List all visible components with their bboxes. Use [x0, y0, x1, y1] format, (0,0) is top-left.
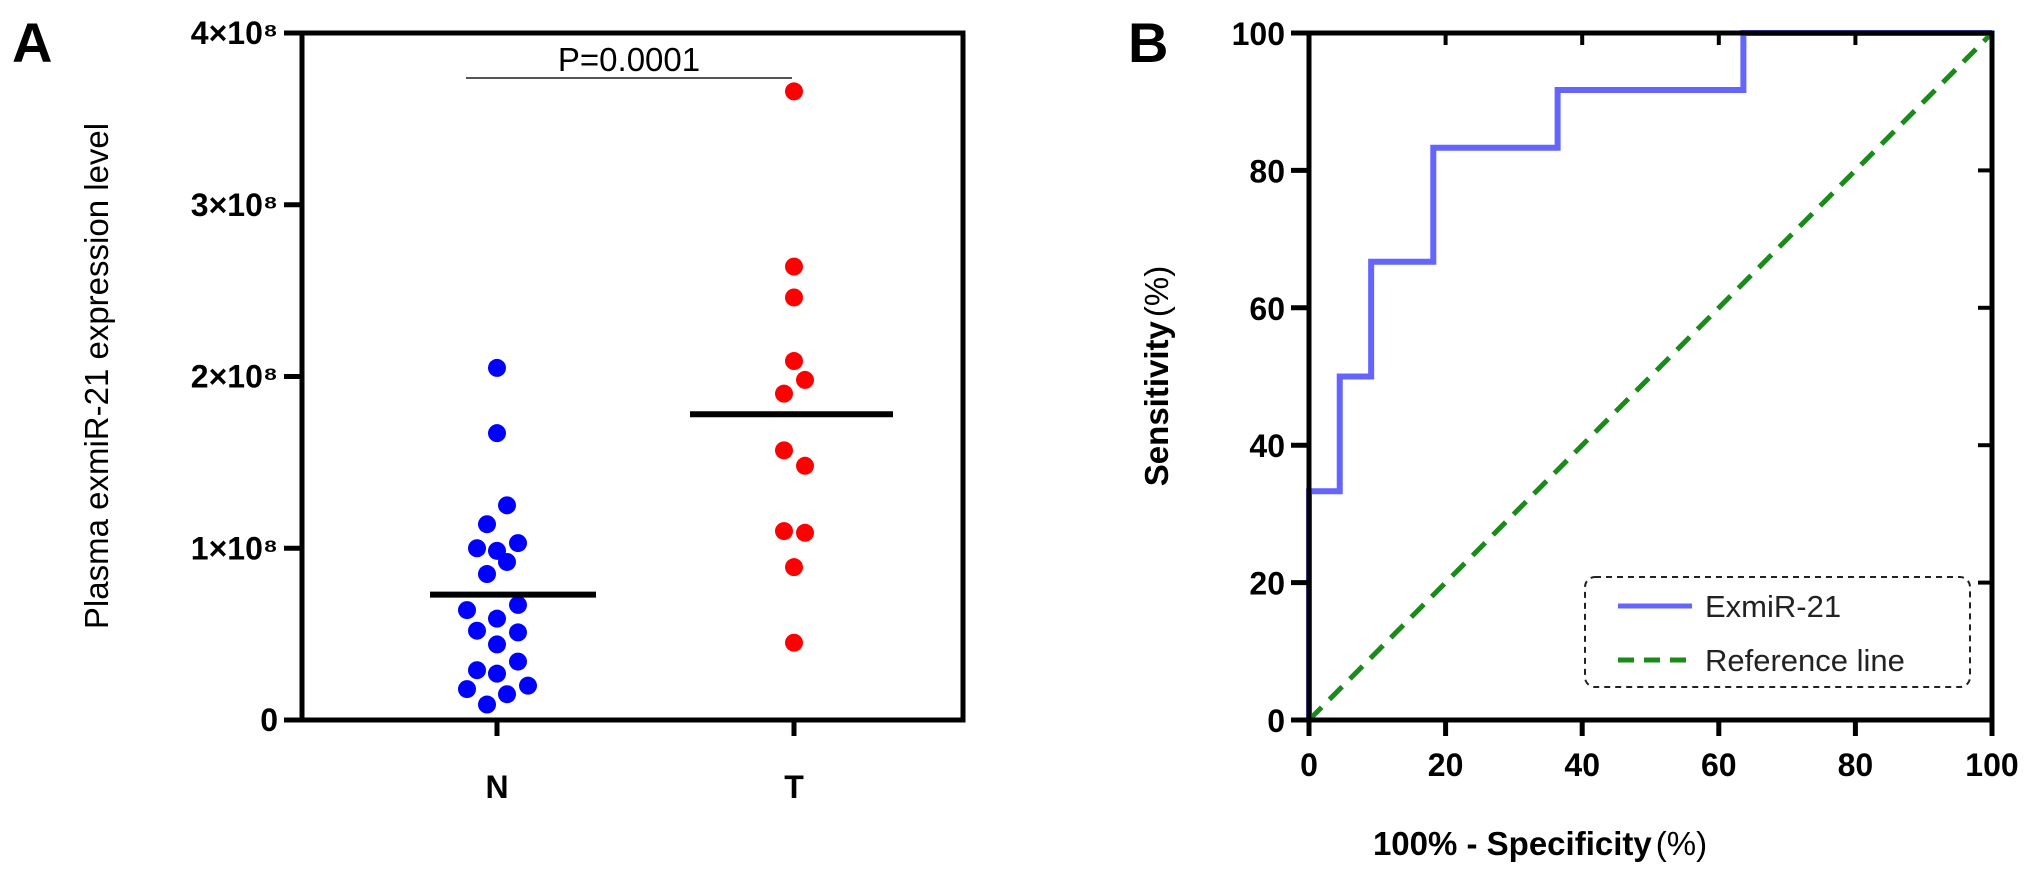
- data-point-t: [796, 523, 814, 542]
- y-tick-label: 0: [260, 702, 278, 738]
- data-point-n: [498, 496, 516, 515]
- y-tick-label: 4×10⁸: [191, 15, 278, 51]
- data-point-n: [468, 539, 486, 558]
- y-tick-label: 40: [1249, 428, 1285, 464]
- data-point-n: [458, 601, 476, 620]
- x-tick-label: 20: [1428, 747, 1464, 783]
- data-point-t: [796, 456, 814, 475]
- data-point-n: [488, 424, 506, 443]
- data-point-n: [498, 552, 516, 571]
- plot-frame: [299, 30, 966, 723]
- roc-curve: [1306, 30, 1992, 720]
- x-label-unit: (%): [1656, 825, 1707, 862]
- y-tick-label: 60: [1249, 291, 1285, 327]
- data-point-n: [498, 685, 516, 704]
- x-tick-label: 80: [1838, 747, 1874, 783]
- x-tick-label: T: [784, 769, 804, 805]
- y-tick-label: 80: [1249, 153, 1285, 189]
- y-tick-label: 3×10⁸: [191, 187, 278, 223]
- data-point-t: [785, 558, 803, 577]
- data-point-t: [785, 352, 803, 371]
- data-point-n: [509, 623, 527, 642]
- data-point-t: [775, 384, 793, 403]
- data-point-n: [509, 534, 527, 553]
- x-tick-label: 60: [1701, 747, 1737, 783]
- panel-b-x-axis-label: 100% - Specificity (%): [1373, 825, 1707, 862]
- data-point-n: [478, 565, 496, 584]
- data-point-t: [775, 441, 793, 460]
- panel-b-y-axis-label: Sensitivity(%): [1138, 266, 1175, 486]
- y-tick-label: 0: [1267, 703, 1285, 739]
- data-point-n: [488, 609, 506, 628]
- data-point-t: [785, 288, 803, 307]
- data-point-n: [488, 664, 506, 683]
- data-point-n: [488, 635, 506, 654]
- legend: ExmiR-21 Reference line: [1584, 576, 1971, 688]
- data-point-n: [509, 652, 527, 671]
- panel-label-b: B: [1128, 11, 1168, 74]
- p-value-annotation: P=0.0001: [558, 41, 700, 78]
- data-point-n: [468, 621, 486, 640]
- y-tick-label: 2×10⁸: [191, 359, 278, 395]
- data-point-n: [458, 680, 476, 699]
- data-point-t: [775, 522, 793, 541]
- data-point-n: [519, 676, 537, 695]
- y-tick-label: 20: [1249, 566, 1285, 602]
- data-point-n: [478, 515, 496, 534]
- x-tick-label: 40: [1564, 747, 1600, 783]
- data-point-t: [785, 82, 803, 101]
- x-tick-label: N: [485, 769, 508, 805]
- data-point-t: [785, 633, 803, 652]
- legend-label-exmir21: ExmiR-21: [1705, 589, 1841, 624]
- y-tick-label: 1×10⁸: [191, 530, 278, 566]
- panel-label-a: A: [12, 11, 52, 74]
- data-point-t: [785, 257, 803, 276]
- x-tick-label: 100: [1965, 747, 2018, 783]
- panel-a-scatter: Plasma exmiR-21 expression level P=0.000…: [78, 15, 966, 805]
- legend-label-reference: Reference line: [1705, 643, 1905, 678]
- data-point-t: [796, 370, 814, 389]
- plot-frame: [1306, 30, 1995, 723]
- x-label-text: 100% - Specificity: [1373, 825, 1652, 862]
- data-point-n: [478, 695, 496, 714]
- data-point-n: [488, 358, 506, 377]
- y-label-unit: (%): [1138, 266, 1175, 317]
- x-tick-label: 0: [1300, 747, 1318, 783]
- data-point-n: [509, 595, 527, 614]
- panel-b-roc: Sensitivity(%) 100% - Specificity (%) 020…: [1138, 16, 2019, 862]
- y-label-text: Sensitivity: [1138, 320, 1175, 486]
- data-point-n: [468, 661, 486, 680]
- y-tick-label: 100: [1232, 16, 1285, 52]
- reference-line: [1307, 31, 1994, 722]
- panel-a-y-axis-label: Plasma exmiR-21 expression level: [78, 123, 115, 629]
